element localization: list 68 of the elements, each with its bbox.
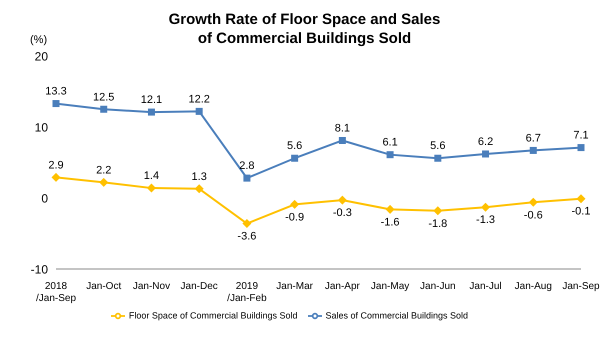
- y-tick-label: 20: [34, 49, 48, 64]
- point: [528, 198, 538, 207]
- point: [52, 100, 60, 108]
- data-label: -0.9: [285, 211, 304, 224]
- point: [576, 194, 586, 204]
- x-tick-label: 2019 /Jan-Feb: [227, 281, 268, 304]
- data-label: 2.9: [48, 159, 64, 172]
- point: [338, 136, 346, 144]
- data-label: -0.1: [572, 206, 590, 218]
- x-tick-label: Jan-May: [370, 281, 410, 292]
- x-tick-label: Jan-Jul: [469, 281, 502, 292]
- y-axis-title: (%): [30, 34, 48, 46]
- data-label: -1.8: [428, 218, 448, 230]
- x-tick-label: Jan-Sep: [562, 281, 600, 292]
- legend-label: Sales of Commercial Buildings Sold: [326, 310, 468, 320]
- data-label: 5.6: [286, 140, 302, 152]
- x-tick-label: Jan-Mar: [276, 281, 314, 292]
- data-label: 7.1: [573, 130, 589, 142]
- x-tick-label: Jan-Jun: [420, 281, 456, 292]
- point: [148, 108, 155, 116]
- point: [433, 206, 442, 216]
- data-label: 12.1: [140, 94, 162, 106]
- x-tick-label: Jan-Oct: [86, 281, 122, 292]
- chart-title: Growth Rate of Floor Space and Sales of Commercial Buildings Sold: [168, 10, 442, 48]
- data-label: 1.4: [144, 170, 160, 182]
- data-label: 2.8: [239, 160, 255, 172]
- data-label: 6.1: [382, 136, 398, 149]
- point: [434, 154, 442, 162]
- point: [196, 108, 203, 115]
- data-label: 13.3: [45, 86, 67, 98]
- legend-label: Floor Space of Commercial Buildings Sold: [128, 310, 298, 320]
- point: [242, 219, 252, 228]
- point: [482, 150, 490, 158]
- point: [290, 200, 300, 209]
- x-tick-label: Jan-Aug: [514, 281, 552, 292]
- data-label: 12.5: [93, 91, 114, 104]
- data-label: -3.6: [237, 230, 256, 243]
- point: [146, 184, 156, 193]
- x-tick-label: Jan-Dec: [180, 281, 218, 292]
- point: [386, 204, 395, 214]
- data-label: -1.6: [380, 216, 400, 228]
- x-tick-label: Jan-Apr: [324, 281, 361, 292]
- point: [530, 146, 537, 154]
- data-label: 6.2: [478, 136, 494, 148]
- data-label: 6.7: [526, 132, 541, 144]
- point: [291, 154, 298, 162]
- data-label: 8.1: [334, 122, 350, 134]
- data-label: -0.6: [524, 209, 543, 222]
- point: [481, 202, 490, 212]
- data-label: -1.3: [476, 214, 496, 226]
- point: [386, 151, 394, 158]
- point: [52, 172, 60, 182]
- data-label: 1.3: [192, 170, 207, 183]
- y-tick-label: -10: [30, 262, 48, 276]
- point: [338, 196, 347, 205]
- y-tick-label: 0: [41, 191, 48, 206]
- data-label: -0.3: [332, 207, 352, 220]
- x-tick-label: 2018 /Jan-Sep: [36, 281, 76, 304]
- data-label: 12.2: [188, 93, 210, 106]
- point: [100, 106, 108, 113]
- data-label: 5.6: [430, 140, 446, 152]
- point: [578, 144, 584, 152]
- point: [243, 174, 250, 182]
- point: [194, 184, 204, 194]
- data-label: 2.2: [96, 164, 112, 176]
- y-tick-label: 10: [34, 120, 48, 134]
- x-tick-label: Jan-Nov: [132, 281, 170, 292]
- point: [99, 178, 108, 187]
